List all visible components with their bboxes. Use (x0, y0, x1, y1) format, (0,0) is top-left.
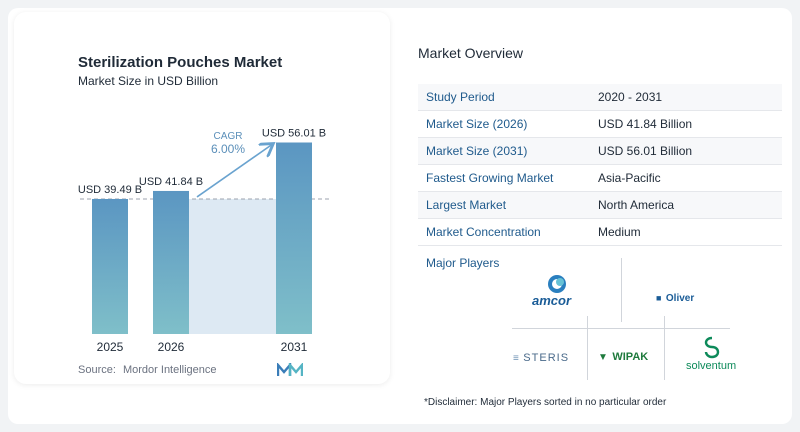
chart-subtitle: Market Size in USD Billion (78, 74, 219, 88)
overview-row: Largest Market North America (418, 192, 782, 219)
amcor-text: amcor (532, 293, 572, 308)
solventum-icon (704, 336, 720, 359)
overview-row: Market Size (2031) USD 56.01 Billion (418, 138, 782, 165)
wipak-text: WIPAK (612, 351, 649, 363)
steris-text: STERIS (523, 352, 570, 364)
overview-row: Market Concentration Medium (418, 219, 782, 246)
cagr-label: CAGR (214, 131, 243, 142)
amcor-logo: amcor (530, 271, 584, 311)
overview-key: Market Concentration (426, 225, 541, 239)
steris-icon: ≡ (513, 353, 519, 364)
steris-logo: ≡ STERIS (513, 348, 583, 364)
overview-row: Study Period 2020 - 2031 (418, 84, 782, 111)
grid-line (587, 316, 588, 380)
oliver-logo: ■ Oliver (656, 288, 716, 304)
source-value: Mordor Intelligence (122, 364, 217, 376)
overview-title: Market Overview (418, 45, 524, 61)
bar-2031 (276, 142, 312, 334)
overview-value: North America (598, 198, 675, 212)
wipak-logo: ▼ WIPAK (598, 347, 662, 363)
overview-value: Medium (598, 225, 641, 239)
disclaimer: *Disclaimer: Major Players sorted in no … (424, 397, 667, 408)
oliver-text: Oliver (665, 293, 695, 304)
cagr-arrow (196, 145, 272, 198)
overview-key: Fastest Growing Market (426, 171, 554, 185)
grid-line (512, 328, 730, 329)
source-label: Source: (78, 364, 116, 376)
x-tick-2025: 2025 (97, 340, 124, 354)
wipak-icon: ▼ (598, 352, 608, 363)
chart-title: Sterilization Pouches Market (78, 54, 283, 71)
overview-key: Market Size (2026) (426, 117, 528, 131)
overview-value: Asia-Pacific (598, 171, 661, 185)
cagr-value: 6.00% (211, 142, 245, 156)
solventum-logo: solventum (682, 336, 742, 376)
overview-row: Market Size (2026) USD 41.84 Billion (418, 111, 782, 138)
data-label-2026: USD 41.84 B (139, 176, 203, 188)
bar-chart: USD 39.49 B 2025 USD 41.84 B 2026 USD 56.01 … (78, 128, 330, 354)
x-tick-2031: 2031 (281, 340, 308, 354)
players-title: Major Players (426, 256, 500, 270)
growth-shade (189, 198, 276, 334)
bar-2026 (153, 190, 189, 334)
amcor-icon (548, 275, 566, 293)
chart-source: Source: Mordor Intelligence (78, 364, 217, 376)
data-label-2031: USD 56.01 B (262, 128, 326, 140)
mordor-intelligence-logo-icon (277, 363, 303, 376)
overview-row: Fastest Growing Market Asia-Pacific (418, 165, 782, 192)
data-label-2025: USD 39.49 B (78, 184, 142, 196)
overview-value: USD 41.84 Billion (598, 117, 693, 131)
overview-key: Study Period (426, 90, 495, 104)
overview-key: Largest Market (426, 198, 507, 212)
grid-line (621, 258, 622, 322)
overview-value: USD 56.01 Billion (598, 144, 693, 158)
x-tick-2026: 2026 (158, 340, 185, 354)
overview-key: Market Size (2031) (426, 144, 528, 158)
bar-2025 (92, 198, 128, 334)
oliver-icon: ■ (656, 293, 662, 303)
overview-value: 2020 - 2031 (598, 90, 663, 104)
solventum-text: solventum (686, 360, 737, 372)
grid-line (664, 316, 665, 380)
overview-table: Study Period 2020 - 2031 Market Size (2026… (418, 84, 782, 246)
